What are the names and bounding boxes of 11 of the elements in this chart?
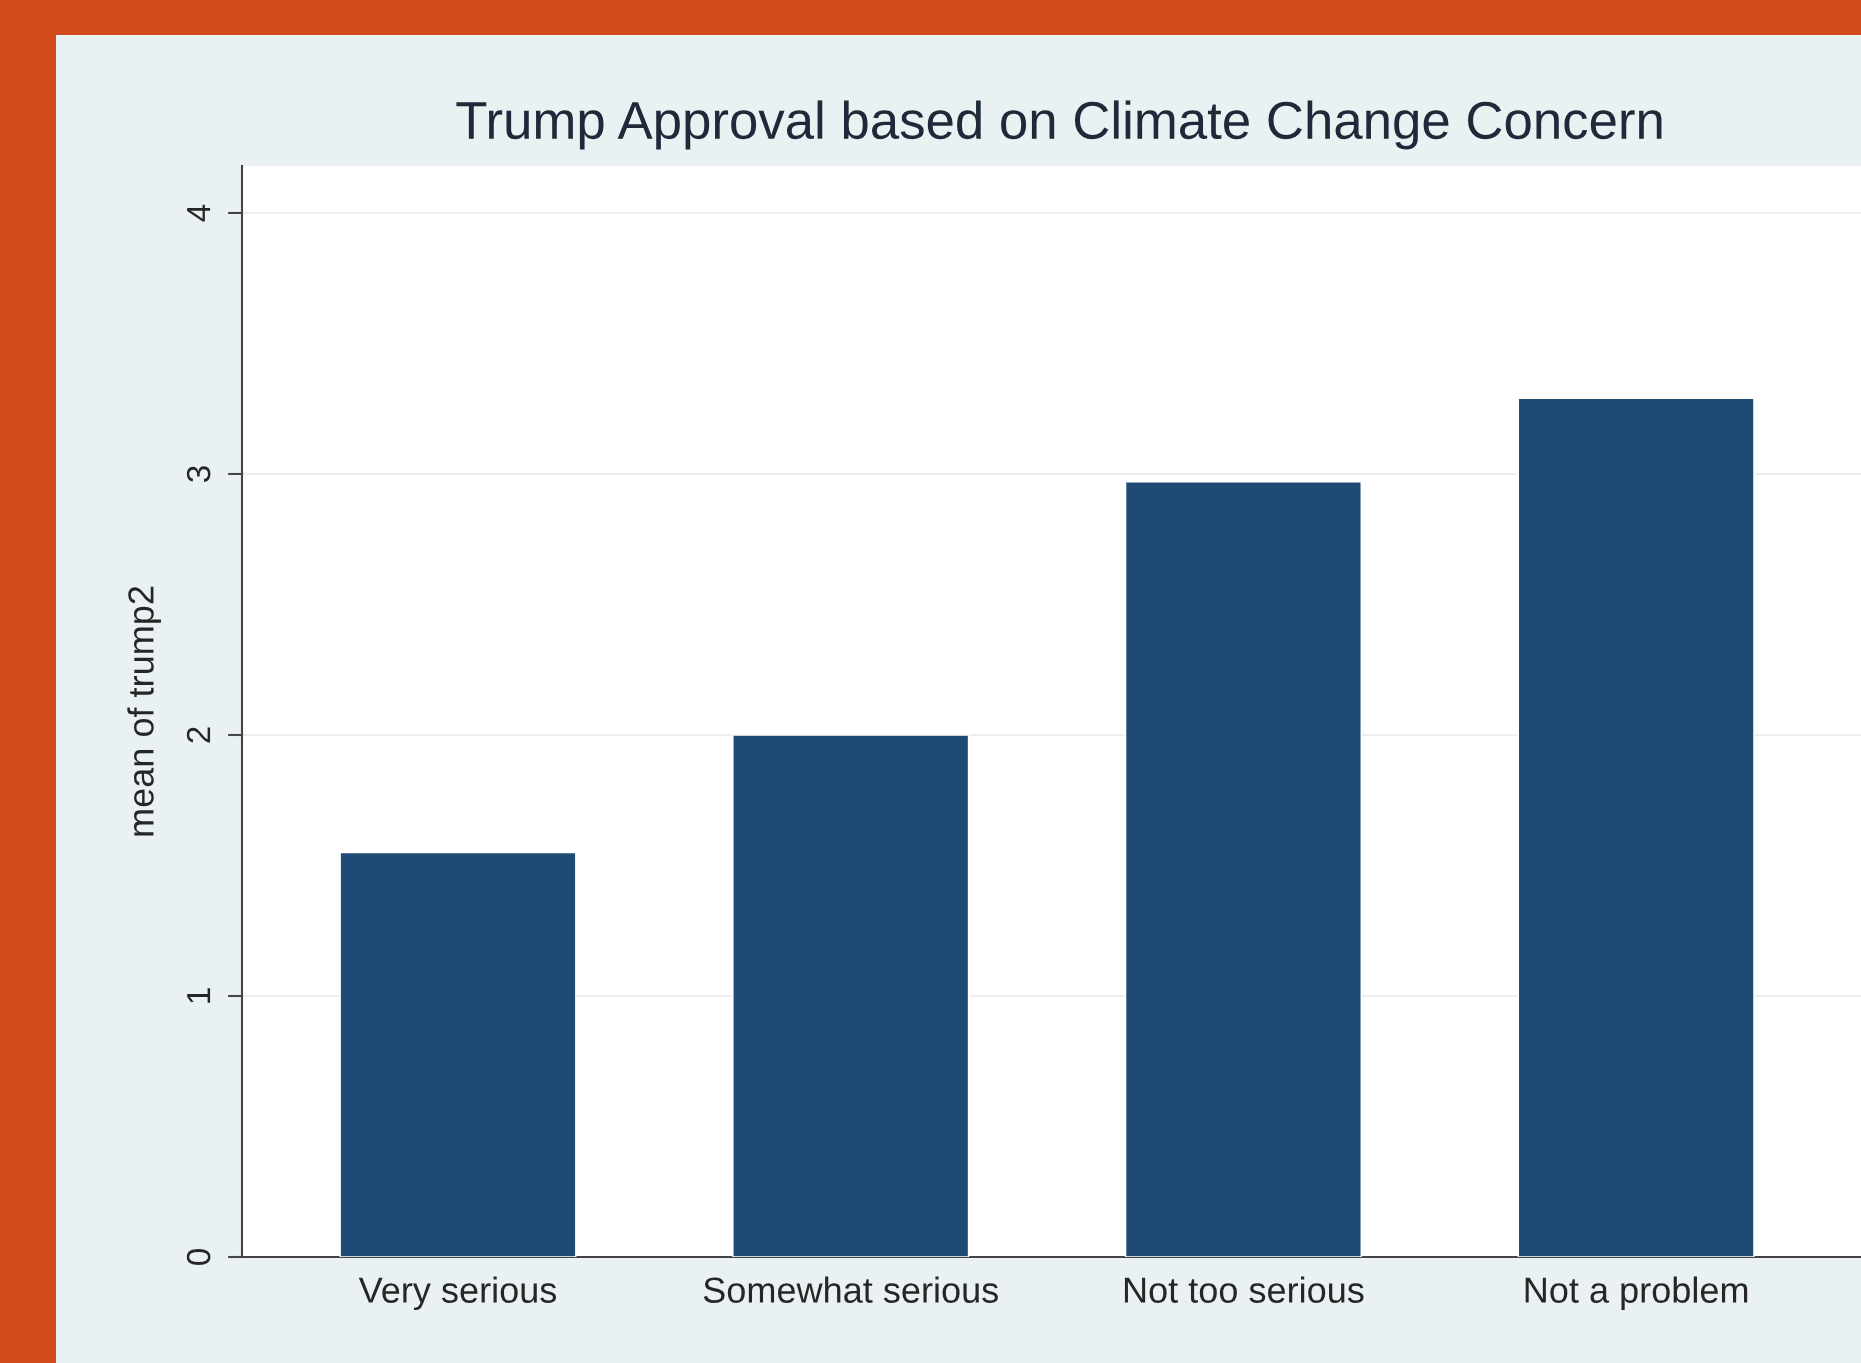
x-tick-label: Somewhat serious: [703, 1276, 998, 1303]
y-tick-label: 2: [186, 727, 211, 743]
y-tick-label: 1: [187, 988, 211, 1003]
y-axis-title: mean of trump2: [127, 586, 161, 836]
y-tick-label: 3: [186, 466, 211, 482]
chart-title: Trump Approval based on Climate Change Concern: [456, 100, 1662, 150]
x-tick-label: Very serious: [358, 1276, 557, 1311]
y-tick-label: 0: [186, 1249, 211, 1265]
x-tick-label: Not a problem: [1525, 1276, 1748, 1311]
x-tick-label: Not too serious: [1124, 1276, 1364, 1303]
y-tick-label: 4: [187, 204, 211, 222]
